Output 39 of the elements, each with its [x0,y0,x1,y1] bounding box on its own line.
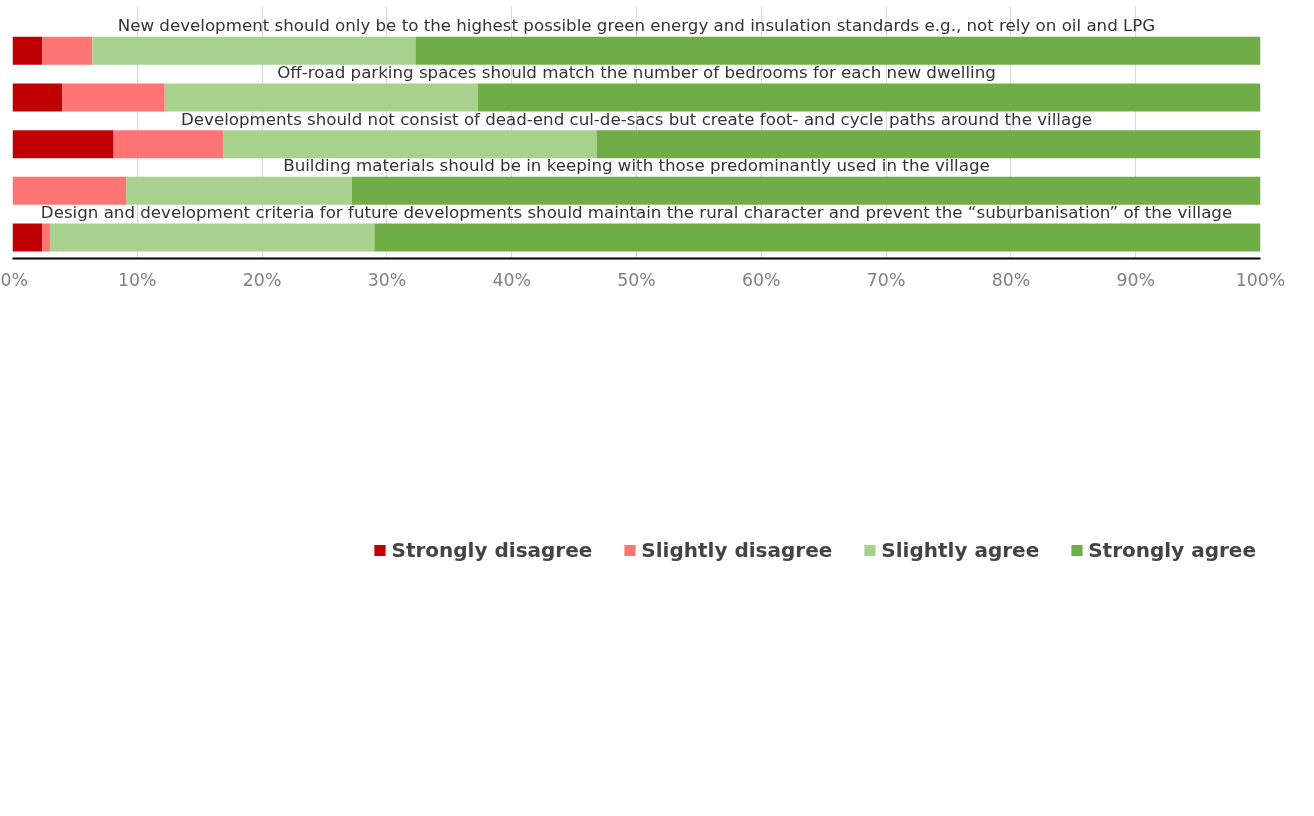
bar [351,176,1261,205]
bar [49,223,375,252]
legend-label: Strongly disagree [391,538,593,562]
y-tick-label: New development should only be to the highest possible green energy and insulation standards e.g., not rely on oil and LPG [117,16,1156,36]
y-tick-label: Off-road parking spaces should match the number of bedrooms for each new dwelling [277,63,996,83]
x-tick-label: 30% [367,269,407,290]
bar [12,83,63,112]
legend-label: Strongly agree [1088,538,1256,562]
legend-label: Slightly disagree [641,538,833,562]
x-tick-label: 0% [0,269,28,290]
bar [42,36,93,65]
bar [374,223,1261,252]
x-tick-label: 90% [1116,269,1155,290]
x-tick-label: 10% [118,269,157,290]
bar [12,36,43,65]
bar [62,83,165,112]
x-tick-label: 70% [866,269,906,290]
x-tick-label: 100% [1235,269,1286,290]
bar [126,176,352,205]
y-tick-label: Developments should not consist of dead-end cul-de-sacs but create foot- and cycle paths around the village [181,109,1092,129]
legend-label: Slightly agree [881,538,1040,562]
x-tick-label: 60% [742,269,781,290]
x-tick-label: 40% [492,269,531,290]
x-tick-label: 50% [617,269,656,290]
y-tick-label: Design and development criteria for future developments should maintain the rural character and prevent the “suburbanisation” of the village [40,203,1233,223]
bar [478,83,1261,112]
x-tick-label: 80% [991,269,1031,290]
bar [164,83,478,112]
bar [12,130,114,159]
y-tick-label: Building materials should be in keeping with those predominantly used in the village [283,156,990,176]
x-tick-label: 20% [242,269,282,290]
bar [12,176,127,205]
bar [42,223,50,252]
bar [12,223,43,252]
bar [596,130,1261,159]
bar [223,130,597,159]
bar [415,36,1261,65]
bar [92,36,416,65]
bar [113,130,224,159]
